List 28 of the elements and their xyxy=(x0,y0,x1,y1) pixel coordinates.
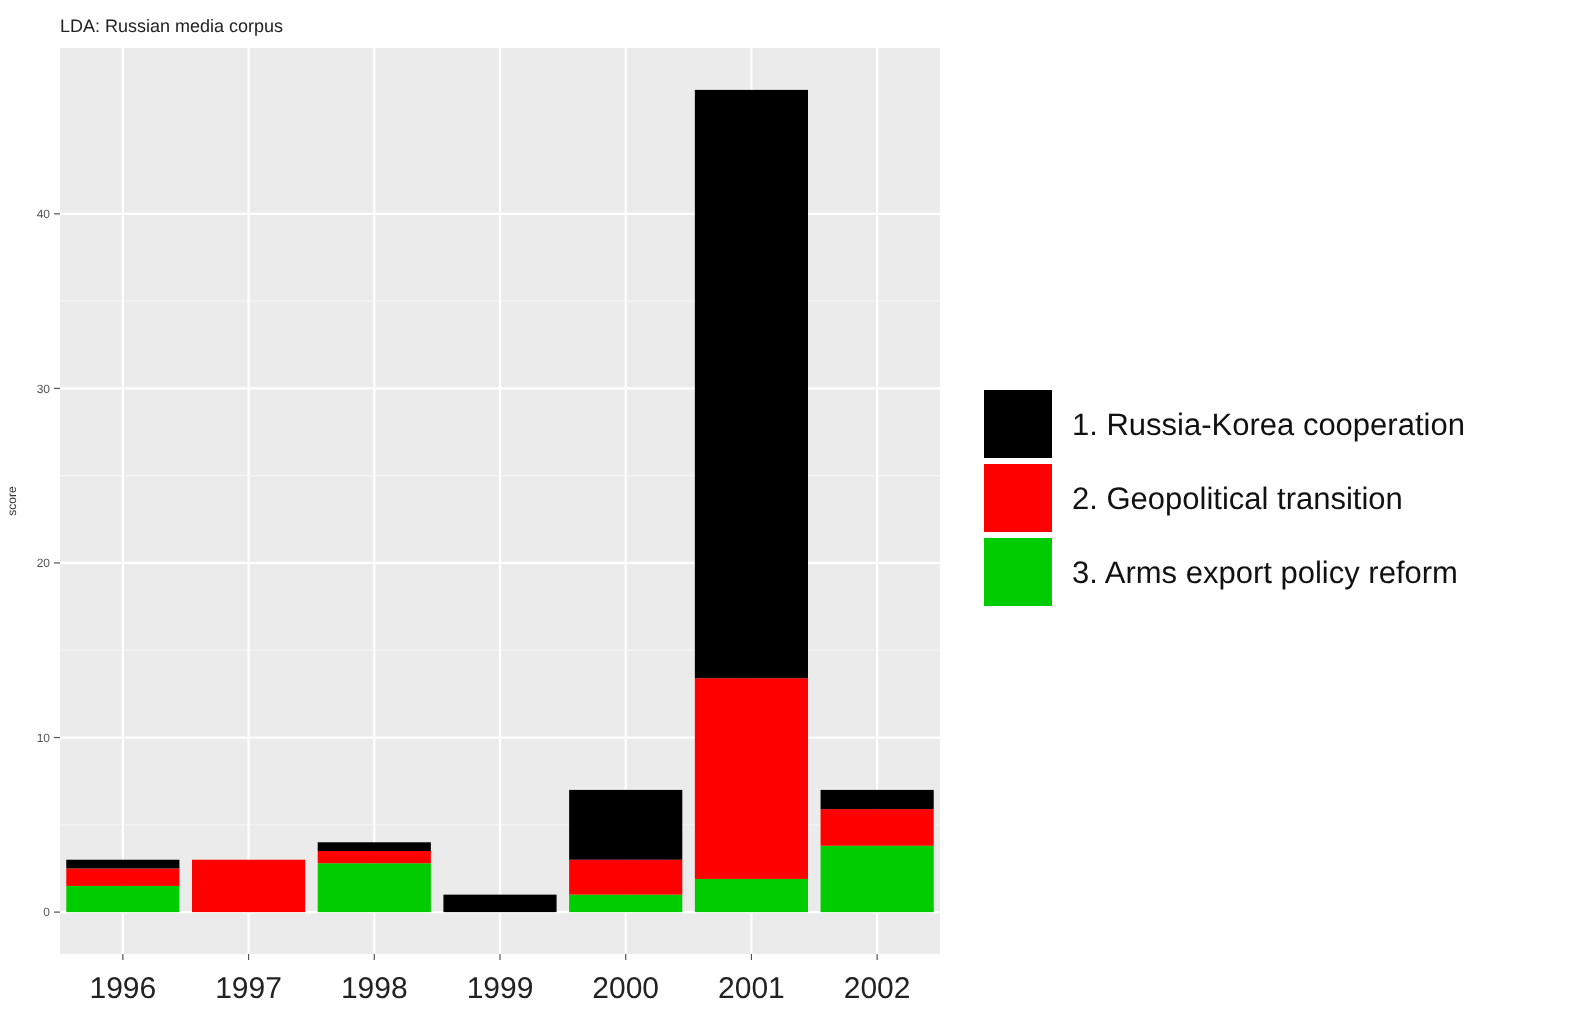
bar xyxy=(66,885,180,913)
legend-label: 1. Russia-Korea cooperation xyxy=(1072,408,1465,443)
bar xyxy=(317,863,431,913)
bar xyxy=(694,878,808,913)
bar xyxy=(820,809,934,846)
bar xyxy=(66,859,180,869)
bar xyxy=(694,89,808,679)
x-tick-label: 1997 xyxy=(215,972,282,1006)
bar xyxy=(66,868,180,886)
bar xyxy=(569,894,683,913)
chart-title: LDA: Russian media corpus xyxy=(60,16,285,36)
legend-label: 2. Geopolitical transition xyxy=(1072,482,1403,517)
bar xyxy=(192,859,306,913)
bar xyxy=(569,789,683,860)
bar xyxy=(569,859,683,895)
x-tick-label: 2001 xyxy=(718,972,785,1006)
x-tick-label: 2000 xyxy=(592,972,660,1006)
legend-label: 3. Arms export policy reform xyxy=(1072,556,1458,591)
x-tick-label: 1999 xyxy=(466,972,534,1006)
bar xyxy=(317,851,431,864)
x-tick-label: 1998 xyxy=(340,972,408,1006)
x-tick-label: 1996 xyxy=(89,972,157,1006)
bar xyxy=(694,678,808,879)
bar xyxy=(443,894,557,913)
bar xyxy=(317,842,431,852)
x-tick-label: 2002 xyxy=(843,972,911,1006)
bar xyxy=(820,845,934,913)
bar xyxy=(820,789,934,810)
